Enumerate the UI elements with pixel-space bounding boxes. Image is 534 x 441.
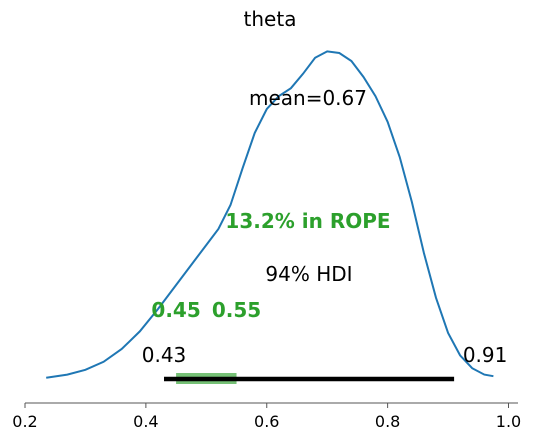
hdi-low-label: 0.43	[142, 343, 187, 367]
plot-title: theta	[244, 7, 297, 31]
mean-label: mean=0.67	[249, 86, 367, 110]
hdi-high-label: 0.91	[463, 343, 508, 367]
density-curve	[46, 50, 494, 379]
rope-percent-label: 13.2% in ROPE	[225, 209, 390, 233]
x-tick-label: 0.4	[133, 412, 158, 431]
rope-low-label: 0.45	[151, 298, 200, 322]
x-tick-label: 0.8	[375, 412, 400, 431]
rope-high-label: 0.55	[212, 298, 261, 322]
x-tick-label: 0.6	[254, 412, 279, 431]
x-tick-label: 0.2	[12, 412, 37, 431]
hdi-label: 94% HDI	[265, 262, 352, 286]
x-tick-label: 1.0	[496, 412, 521, 431]
x-axis: 0.2 0.4 0.6 0.8 1.0	[12, 402, 521, 431]
